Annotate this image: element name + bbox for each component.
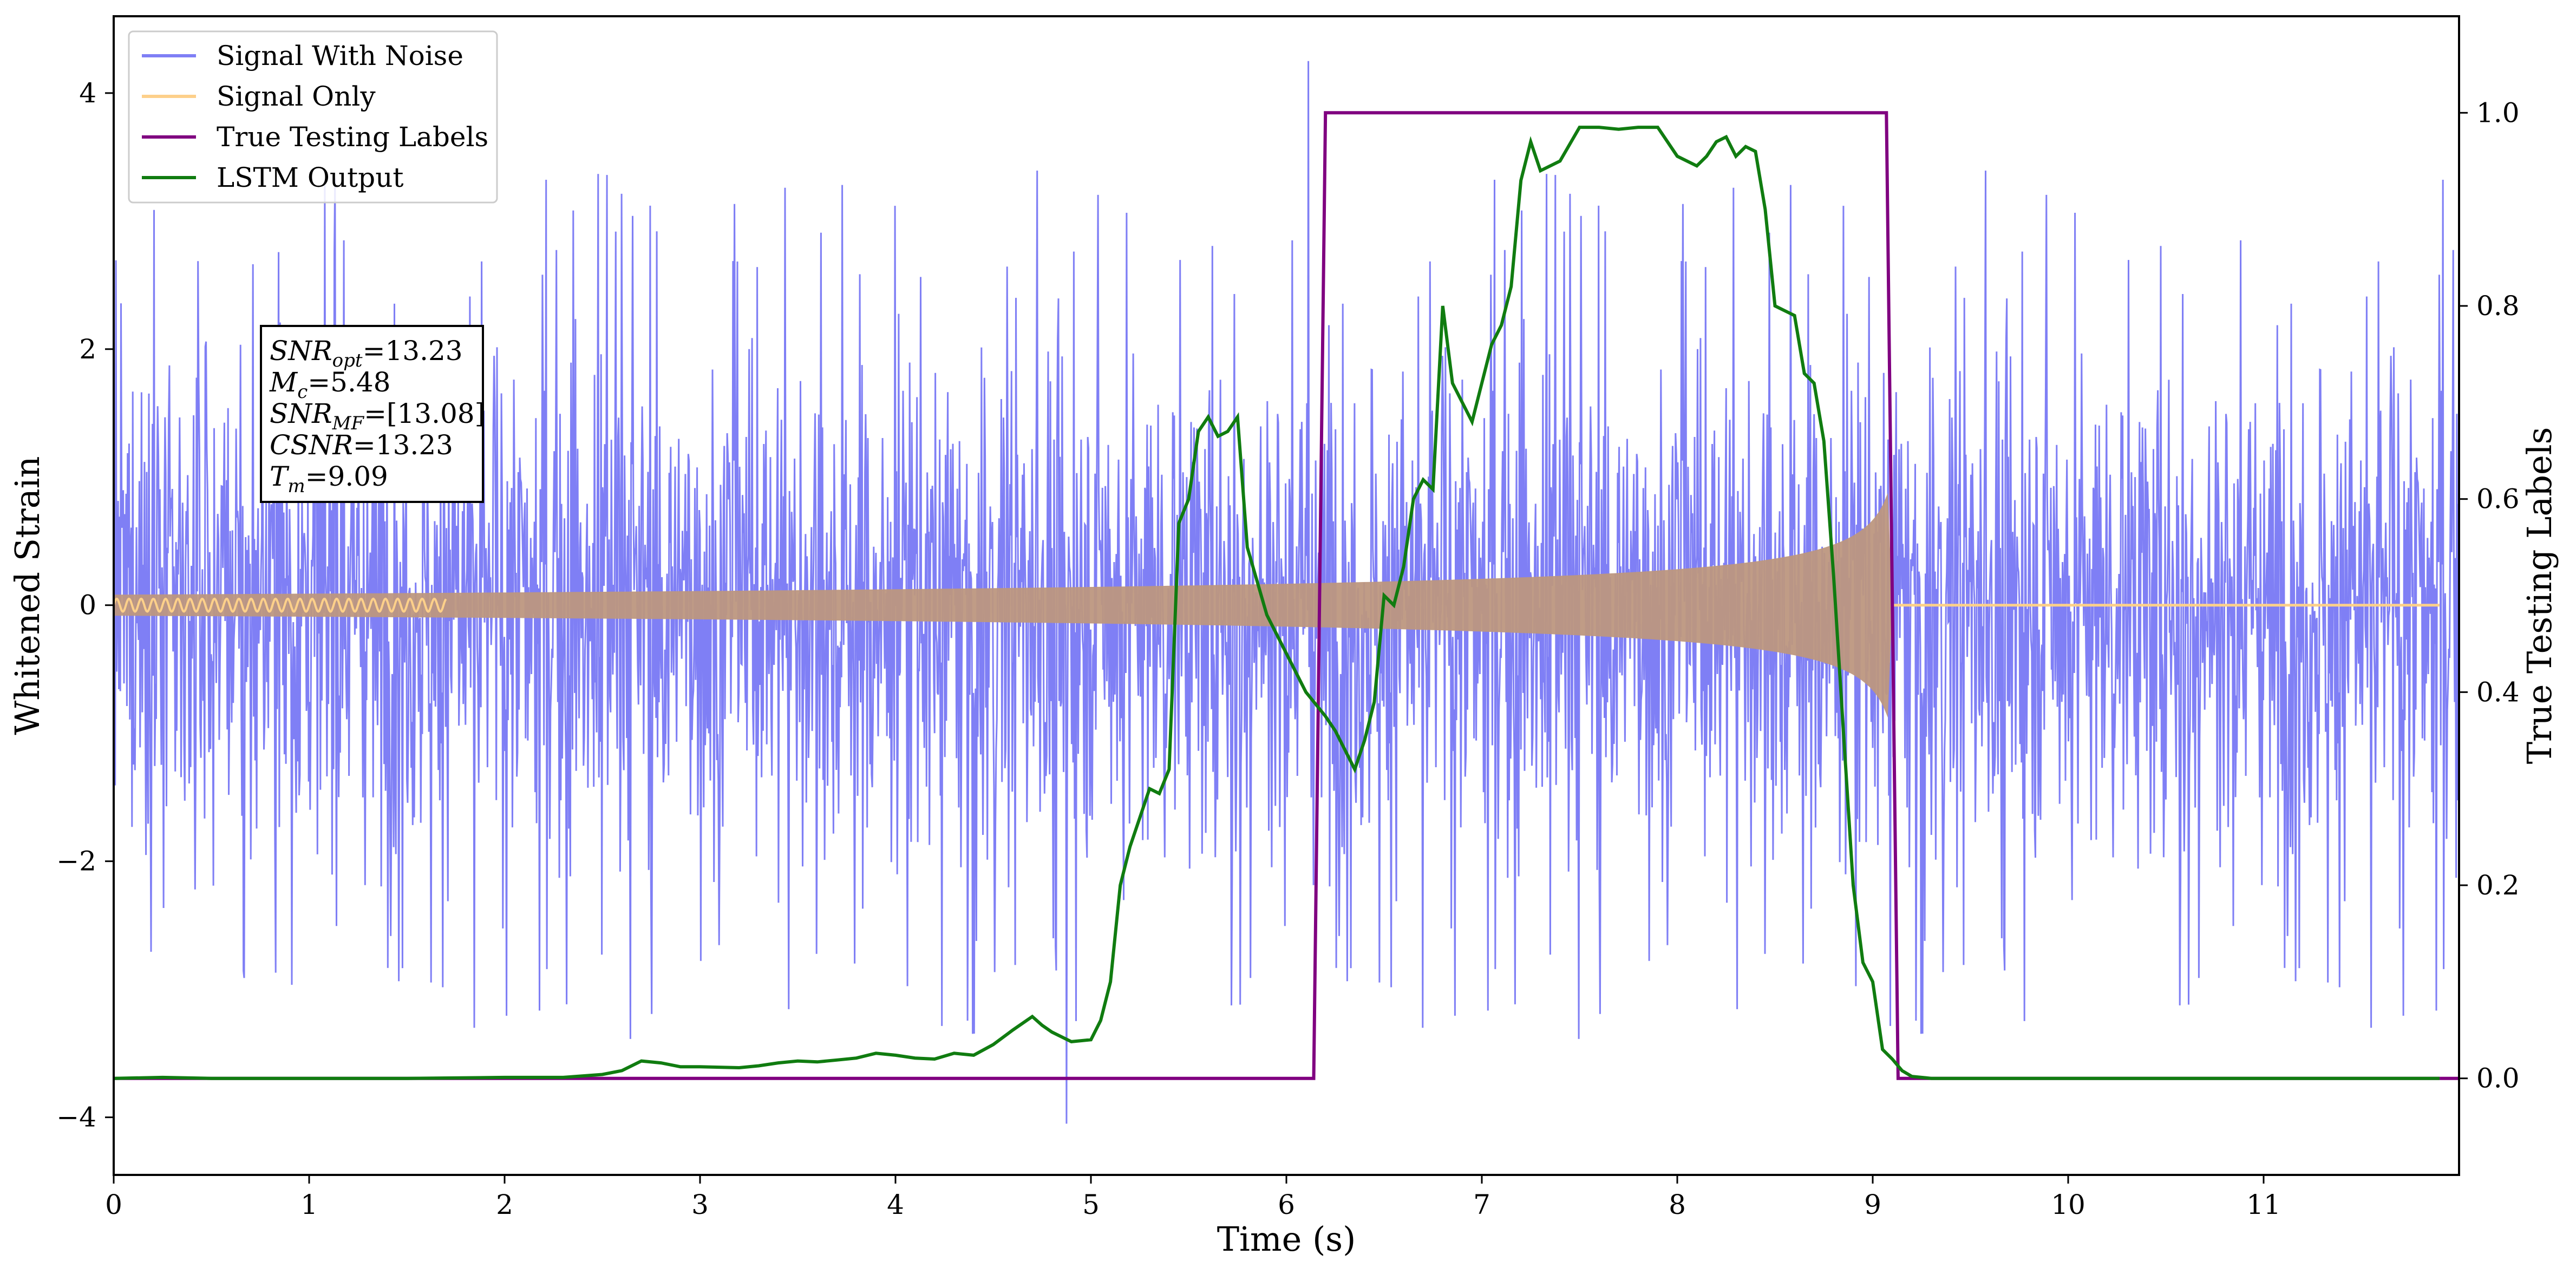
x-tick-label: 4 (887, 1189, 904, 1220)
annotation-line-mc: Mc=5.48 (269, 367, 390, 403)
x-tick-label: 7 (1473, 1189, 1490, 1220)
y2-tick-label: 0.2 (2476, 870, 2520, 901)
x-tick-label: 9 (1864, 1189, 1881, 1220)
signal-only-series (113, 493, 2440, 718)
lstm-line (113, 126, 2440, 1080)
x-tick-label: 11 (2246, 1189, 2281, 1220)
parameter-annotation-box: SNRopt=13.23 Mc=5.48 SNRMF=[13.08] CSNR=… (260, 325, 485, 503)
x-tick-label: 5 (1082, 1189, 1100, 1220)
y2-axis-title: True Testing Labels (2520, 427, 2559, 765)
y2-tick-label: 0.6 (2476, 484, 2520, 515)
legend-label-labels: True Testing Labels (217, 121, 488, 153)
y2-tick-label: 0.8 (2476, 290, 2520, 322)
y-tick-label: 2 (79, 334, 96, 365)
y-axis-right: 0.0 0.2 0.4 0.6 0.8 1.0 (2459, 97, 2520, 1094)
x-tick-label: 8 (1669, 1189, 1686, 1220)
y2-tick-label: 1.0 (2476, 97, 2520, 128)
x-tick-label: 3 (691, 1189, 709, 1220)
y2-tick-label: 0.0 (2476, 1063, 2520, 1094)
annotation-line-snr-opt: SNRopt=13.23 (270, 335, 463, 371)
x-axis: 0 1 2 3 4 5 6 7 8 9 10 11 (105, 1175, 2281, 1220)
y-tick-label: −4 (56, 1102, 96, 1133)
legend-label-lstm: LSTM Output (217, 162, 403, 193)
legend-label-noise: Signal With Noise (217, 40, 463, 71)
signal-chirp-band (114, 493, 1893, 718)
x-tick-label: 1 (300, 1189, 318, 1220)
legend-label-signal: Signal Only (217, 81, 376, 112)
signal-with-noise-series (113, 61, 2460, 1124)
noise-trace (113, 61, 2460, 1124)
legend: Signal With Noise Signal Only True Testi… (128, 30, 498, 204)
y-tick-label: 0 (79, 590, 96, 621)
x-tick-label: 6 (1278, 1189, 1295, 1220)
x-tick-label: 2 (496, 1189, 513, 1220)
y-axis-left: −4 −2 0 2 4 (56, 77, 114, 1133)
y-tick-label: 4 (79, 77, 96, 109)
annotation-line-tm: Tm=9.09 (270, 461, 388, 497)
annotation-line-csnr: CSNR=13.23 (270, 429, 453, 461)
annotation-line-snr-mf: SNRMF=[13.08] (270, 398, 485, 434)
x-tick-label: 10 (2051, 1189, 2085, 1220)
signal-chirp-ripple (113, 597, 447, 613)
y-axis-title: Whitened Strain (8, 456, 47, 735)
lstm-output-series (113, 126, 2440, 1080)
legend-box (128, 30, 498, 204)
y2-tick-label: 0.4 (2476, 676, 2520, 708)
x-axis-title: Time (s) (1217, 1219, 1356, 1259)
x-tick-label: 0 (105, 1189, 122, 1220)
annotation-frame (260, 325, 484, 503)
y-tick-label: −2 (56, 846, 96, 877)
